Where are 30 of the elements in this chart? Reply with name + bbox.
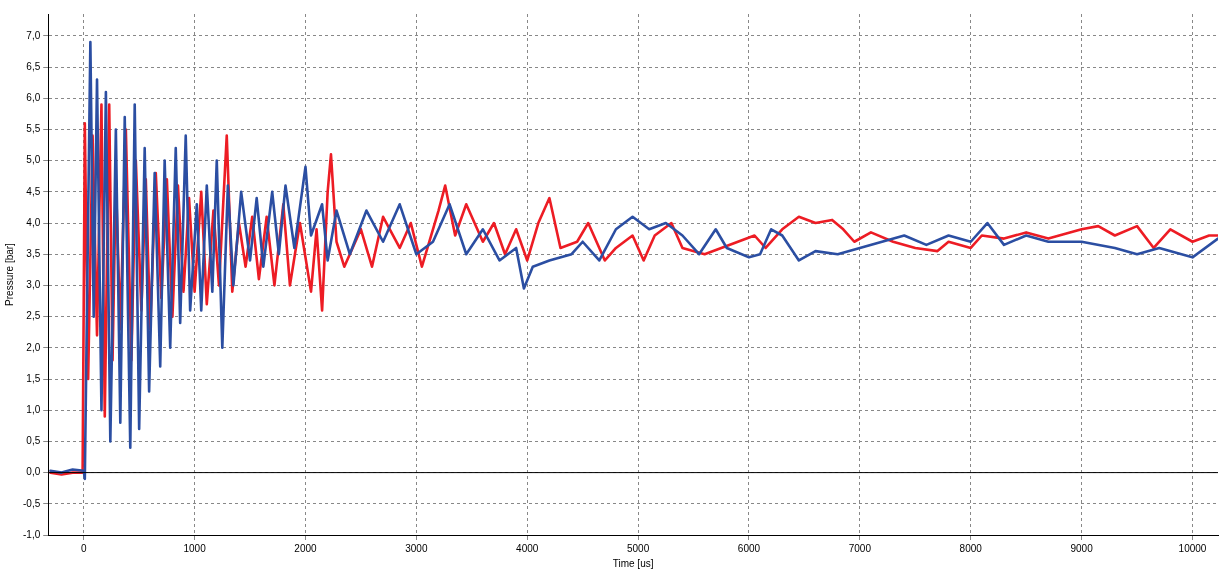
x-tick-label: 1000 [183, 542, 207, 554]
y-tick-label: 7,0 [26, 29, 41, 41]
x-tick-label: 4000 [516, 542, 539, 554]
y-tick-label: 0,5 [26, 435, 41, 447]
x-tick-label: 10000 [1178, 542, 1207, 554]
x-tick-label: 3000 [405, 542, 428, 554]
x-tick-label: 2000 [294, 542, 318, 554]
y-tick-label: 3,0 [26, 279, 41, 291]
y-tick-label: 4,5 [26, 185, 41, 197]
y-tick-label: 5,5 [26, 123, 41, 135]
y-tick-label: 3,5 [26, 247, 41, 259]
x-tick-label: 9000 [1070, 542, 1094, 554]
x-tick-label: 6000 [737, 542, 761, 554]
x-tick-label: 0 [80, 542, 87, 554]
x-axis-title: Time [us] [612, 557, 654, 569]
y-tick-label: 2,5 [26, 310, 41, 322]
y-tick-label: 6,0 [26, 91, 41, 103]
y-tick-label: 6,5 [26, 60, 41, 72]
y-axis-title: Pressure [bar] [3, 242, 15, 306]
y-tick-label: 4,0 [26, 216, 41, 228]
x-tick-label: 7000 [848, 542, 872, 554]
x-tick-label: 5000 [626, 542, 650, 554]
y-tick-label: 2,0 [26, 341, 41, 353]
y-tick-label: 1,0 [26, 403, 41, 415]
y-tick-label: 5,0 [26, 154, 41, 166]
y-tick-label: 0,0 [26, 466, 41, 478]
y-tick-label: -1,0 [23, 528, 41, 540]
y-tick-label: -0,5 [23, 497, 41, 509]
x-tick-label: 8000 [959, 542, 983, 554]
y-tick-label: 1,5 [26, 372, 41, 384]
